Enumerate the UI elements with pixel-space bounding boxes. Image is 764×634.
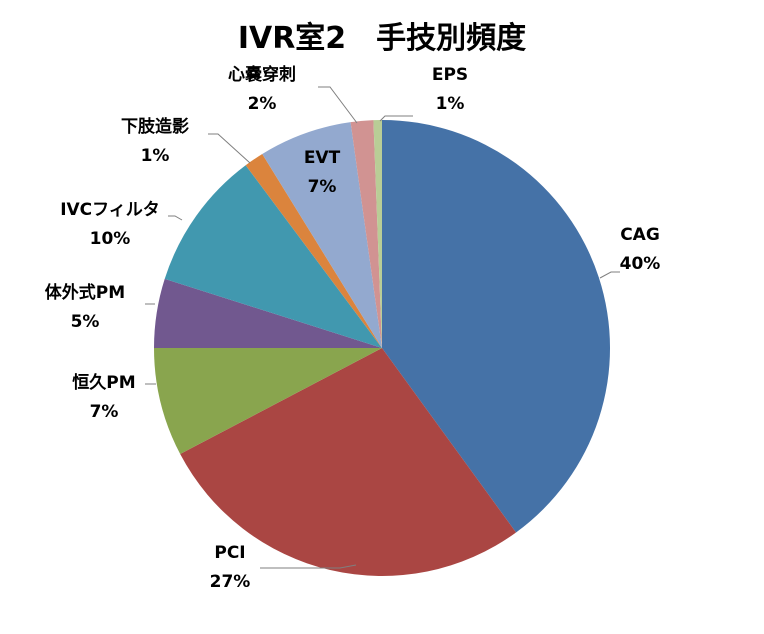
slice-percent-5: 1% (141, 146, 170, 166)
slice-percent-3: 5% (71, 312, 100, 332)
pie-slice-7 (350, 120, 382, 348)
slice-percent-6: 7% (308, 177, 337, 197)
pie-slice-2 (154, 348, 382, 455)
slice-label-6: EVT 7% (304, 148, 341, 197)
slice-name-4: IVCフィルタ (60, 200, 160, 220)
slice-name-6: EVT (304, 148, 341, 168)
slice-percent-4: 10% (90, 229, 131, 249)
leader-lines-layer (145, 86, 620, 569)
pie-slice-0 (382, 120, 611, 533)
leader-line-8 (379, 115, 413, 122)
slice-name-3: 体外式PM (45, 282, 125, 303)
slice-label-5: 下肢造影 1% (121, 116, 189, 166)
slice-name-7: 心嚢穿刺 (228, 64, 296, 85)
slice-percent-2: 7% (90, 402, 119, 422)
pie-slice-5 (245, 153, 382, 348)
pie-slice-4 (164, 165, 382, 348)
slice-label-8: EPS 1% (432, 65, 468, 114)
slices-layer (154, 119, 611, 577)
pie-slice-3 (154, 278, 382, 348)
slice-label-1: PCI 27% (210, 543, 251, 592)
pie-slice-6 (262, 122, 382, 348)
slice-percent-0: 40% (620, 254, 661, 274)
leader-line-5 (208, 133, 251, 164)
pie-slice-1 (180, 348, 517, 577)
slice-name-1: PCI (214, 543, 245, 563)
slice-name-2: 恒久PM (72, 372, 135, 393)
slice-label-0: CAG 40% (620, 225, 661, 274)
leader-line-4 (168, 215, 183, 221)
slice-label-3: 体外式PM 5% (45, 282, 125, 332)
slice-name-8: EPS (432, 65, 468, 85)
slice-label-2: 恒久PM 7% (72, 372, 135, 422)
leader-line-1 (260, 564, 357, 569)
slice-percent-7: 2% (248, 94, 277, 114)
slice-name-5: 下肢造影 (121, 116, 189, 137)
slice-label-4: IVCフィルタ 10% (60, 200, 160, 249)
leader-line-0 (599, 271, 620, 279)
labels-layer: CAG 40% PCI 27% 恒久PM 7% 体外式PM 5% IVCフィルタ 10% 下肢造影 1… (45, 64, 661, 592)
chart-title: IVR室2 手技別頻度 (238, 21, 526, 56)
pie-slice-8 (373, 119, 382, 348)
slice-name-0: CAG (620, 225, 660, 245)
slice-percent-1: 27% (210, 572, 251, 592)
slice-label-7: 心嚢穿刺 2% (228, 64, 296, 114)
leader-line-7 (318, 86, 358, 124)
slice-percent-8: 1% (436, 94, 465, 114)
